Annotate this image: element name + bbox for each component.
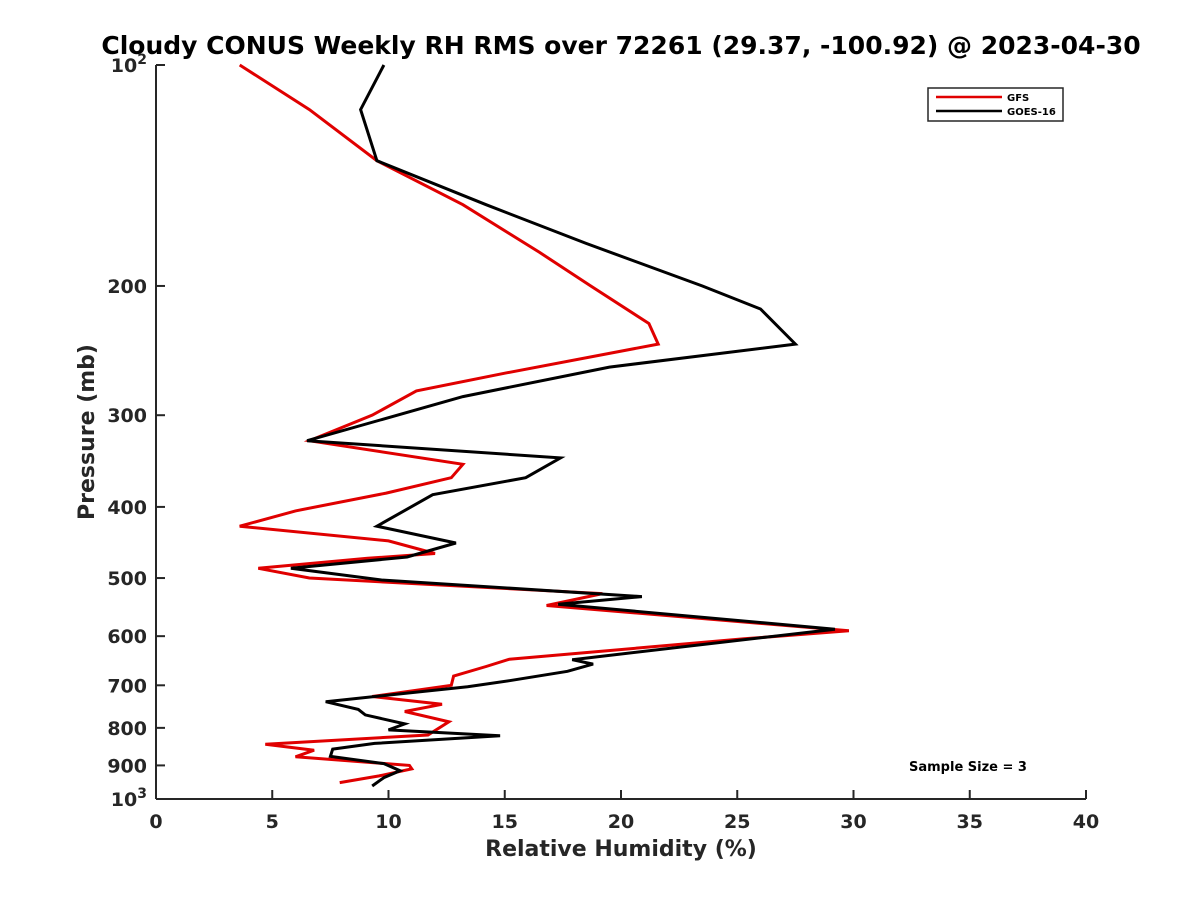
x-tick-label: 35 (957, 811, 983, 833)
sample-size-annotation: Sample Size = 3 (909, 760, 1027, 775)
y-tick-label: 800 (107, 718, 147, 740)
y-tick-label: 200 (107, 276, 147, 298)
legend: GFS GOES-16 (927, 87, 1064, 122)
series-layer (238, 63, 850, 788)
x-tick-label: 5 (266, 811, 279, 833)
x-tick-label: 30 (840, 811, 866, 833)
chart-title: Cloudy CONUS Weekly RH RMS over 72261 (2… (101, 31, 1140, 60)
x-tick-label: 15 (492, 811, 518, 833)
legend-box (927, 87, 1064, 122)
legend-label-gfs: GFS (1007, 93, 1029, 104)
y-ticks: 102 200 300 400 500 600 700 800 900 103 (107, 52, 165, 811)
y-tick-label: 300 (107, 405, 147, 427)
y-tick-label: 600 (107, 626, 147, 648)
legend-label-goes16: GOES-16 (1007, 107, 1056, 118)
x-tick-label: 20 (608, 811, 634, 833)
x-tick-label: 10 (375, 811, 401, 833)
y-tick-label: 103 (111, 786, 147, 811)
y-tick-label: 900 (107, 755, 147, 777)
y-tick-label: 102 (111, 52, 147, 77)
series-line-goes16 (290, 64, 836, 788)
x-tick-label: 40 (1073, 811, 1099, 833)
x-axis-label: Relative Humidity (%) (485, 837, 757, 862)
series-line-gfs (238, 63, 850, 785)
y-tick-label: 700 (107, 675, 147, 697)
x-tick-label: 0 (149, 811, 162, 833)
x-ticks: 0 5 10 15 20 25 30 35 40 (149, 790, 1099, 833)
y-tick-label: 500 (107, 568, 147, 590)
y-tick-label: 400 (107, 497, 147, 519)
x-tick-label: 25 (724, 811, 750, 833)
y-axis-label: Pressure (mb) (75, 344, 100, 520)
